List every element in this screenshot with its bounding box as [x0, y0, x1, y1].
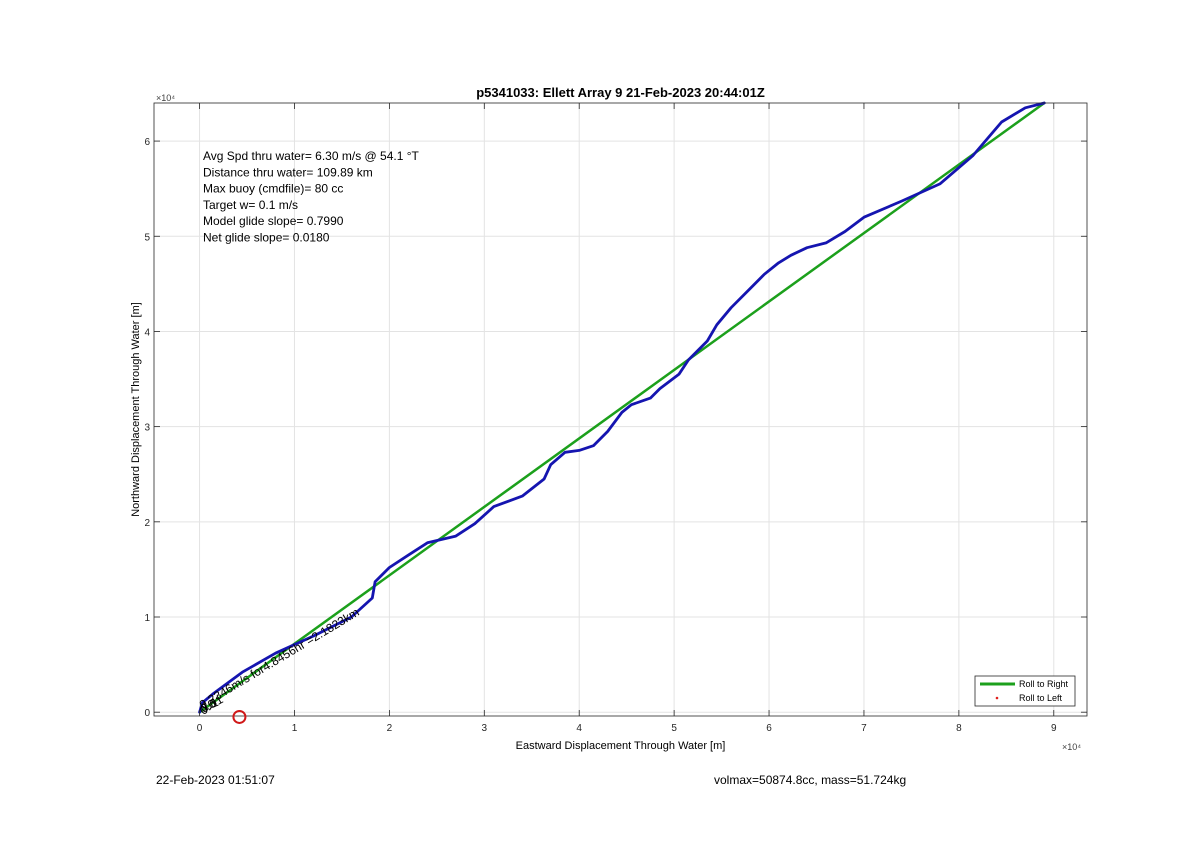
end-marker [232, 709, 247, 724]
x-tick-label: 5 [671, 723, 677, 734]
y-tick-label: 2 [144, 518, 150, 529]
legend-label-roll-left: Roll to Left [1019, 693, 1063, 703]
stats-annotation: Avg Spd thru water= 6.30 m/s @ 54.1 °T Di… [203, 149, 420, 245]
x-tick-label: 1 [292, 723, 298, 734]
annotation-line: Max buoy (cmdfile)= 80 cc [203, 182, 343, 196]
y-axis-label: Northward Displacement Through Water [m] [130, 302, 142, 517]
grid-lines [154, 103, 1087, 716]
x-tick-label: 9 [1051, 723, 1057, 734]
x-tick-label: 6 [766, 723, 772, 734]
annotation-line: Distance thru water= 109.89 km [203, 165, 373, 179]
series-track-line [198, 101, 1046, 714]
x-tick-label: 2 [387, 723, 393, 734]
x-tick-label: 7 [861, 723, 867, 734]
overlap-label: 1.1 [200, 695, 221, 714]
data-series [198, 101, 1046, 714]
footer-timestamp: 22-Feb-2023 01:51:07 [156, 773, 275, 787]
legend: Roll to Right Roll to Left [974, 675, 1076, 707]
chart-title: p5341033: Ellett Array 9 21-Feb-2023 20:… [476, 85, 765, 100]
legend-box [974, 675, 1076, 707]
y-tick-label: 0 [144, 708, 150, 719]
y-tick-label: 3 [144, 423, 150, 434]
series-roll-right-line [198, 101, 1046, 714]
y-axis-exponent: ×10⁴ [156, 93, 175, 103]
annotation-line: Avg Spd thru water= 6.30 m/s @ 54.1 °T [203, 149, 420, 163]
x-axis-label: Eastward Displacement Through Water [m] [516, 740, 726, 752]
x-tick-label: 0 [197, 723, 203, 734]
y-tick-label: 6 [144, 137, 150, 148]
plot-frame [153, 102, 1088, 717]
axis-ticks: 0 1 2 3 4 5 6 7 8 9 0 1 2 3 4 5 6 [144, 103, 1087, 734]
x-tick-label: 3 [482, 723, 488, 734]
y-tick-label: 1 [144, 613, 150, 624]
y-tick-label: 4 [144, 327, 150, 338]
annotation-line: Net glide slope= 0.0180 [203, 231, 330, 245]
legend-label-roll-right: Roll to Right [1019, 679, 1069, 689]
x-axis-exponent: ×10⁴ [1062, 742, 1081, 752]
footer-stats: volmax=50874.8cc, mass=51.724kg [714, 773, 907, 787]
legend-swatch-roll-left [995, 696, 999, 700]
y-tick-label: 5 [144, 232, 150, 243]
annotation-line: Model glide slope= 0.7990 [203, 214, 344, 228]
x-tick-label: 4 [576, 723, 582, 734]
annotation-line: Target w= 0.1 m/s [203, 198, 298, 212]
x-tick-label: 8 [956, 723, 962, 734]
